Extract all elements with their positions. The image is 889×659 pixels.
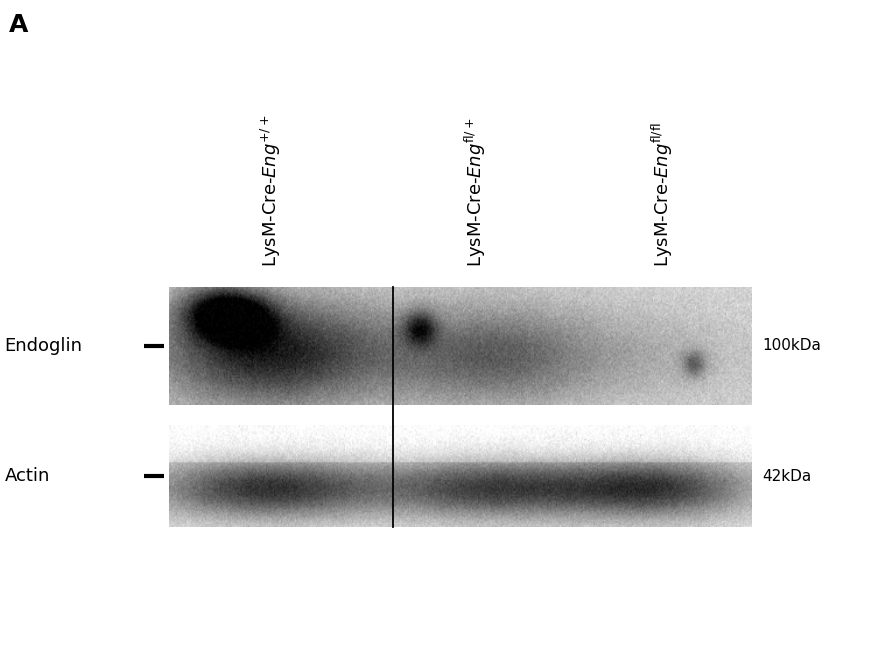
Text: Actin: Actin [4,467,50,485]
Text: A: A [9,13,28,37]
Text: LysM-Cre-$\it{Eng}$$^{\mathregular{fl/fl}}$: LysM-Cre-$\it{Eng}$$^{\mathregular{fl/fl… [650,122,675,267]
Text: LysM-Cre-$\it{Eng}$$^{\mathregular{fl/+}}$: LysM-Cre-$\it{Eng}$$^{\mathregular{fl/+}… [463,117,488,267]
Text: LysM-Cre-$\it{Eng}$$^{\mathregular{+/+}}$: LysM-Cre-$\it{Eng}$$^{\mathregular{+/+}}… [259,115,284,267]
Text: 100kDa: 100kDa [762,339,821,353]
Text: 42kDa: 42kDa [762,469,811,484]
Text: Endoglin: Endoglin [4,337,83,355]
